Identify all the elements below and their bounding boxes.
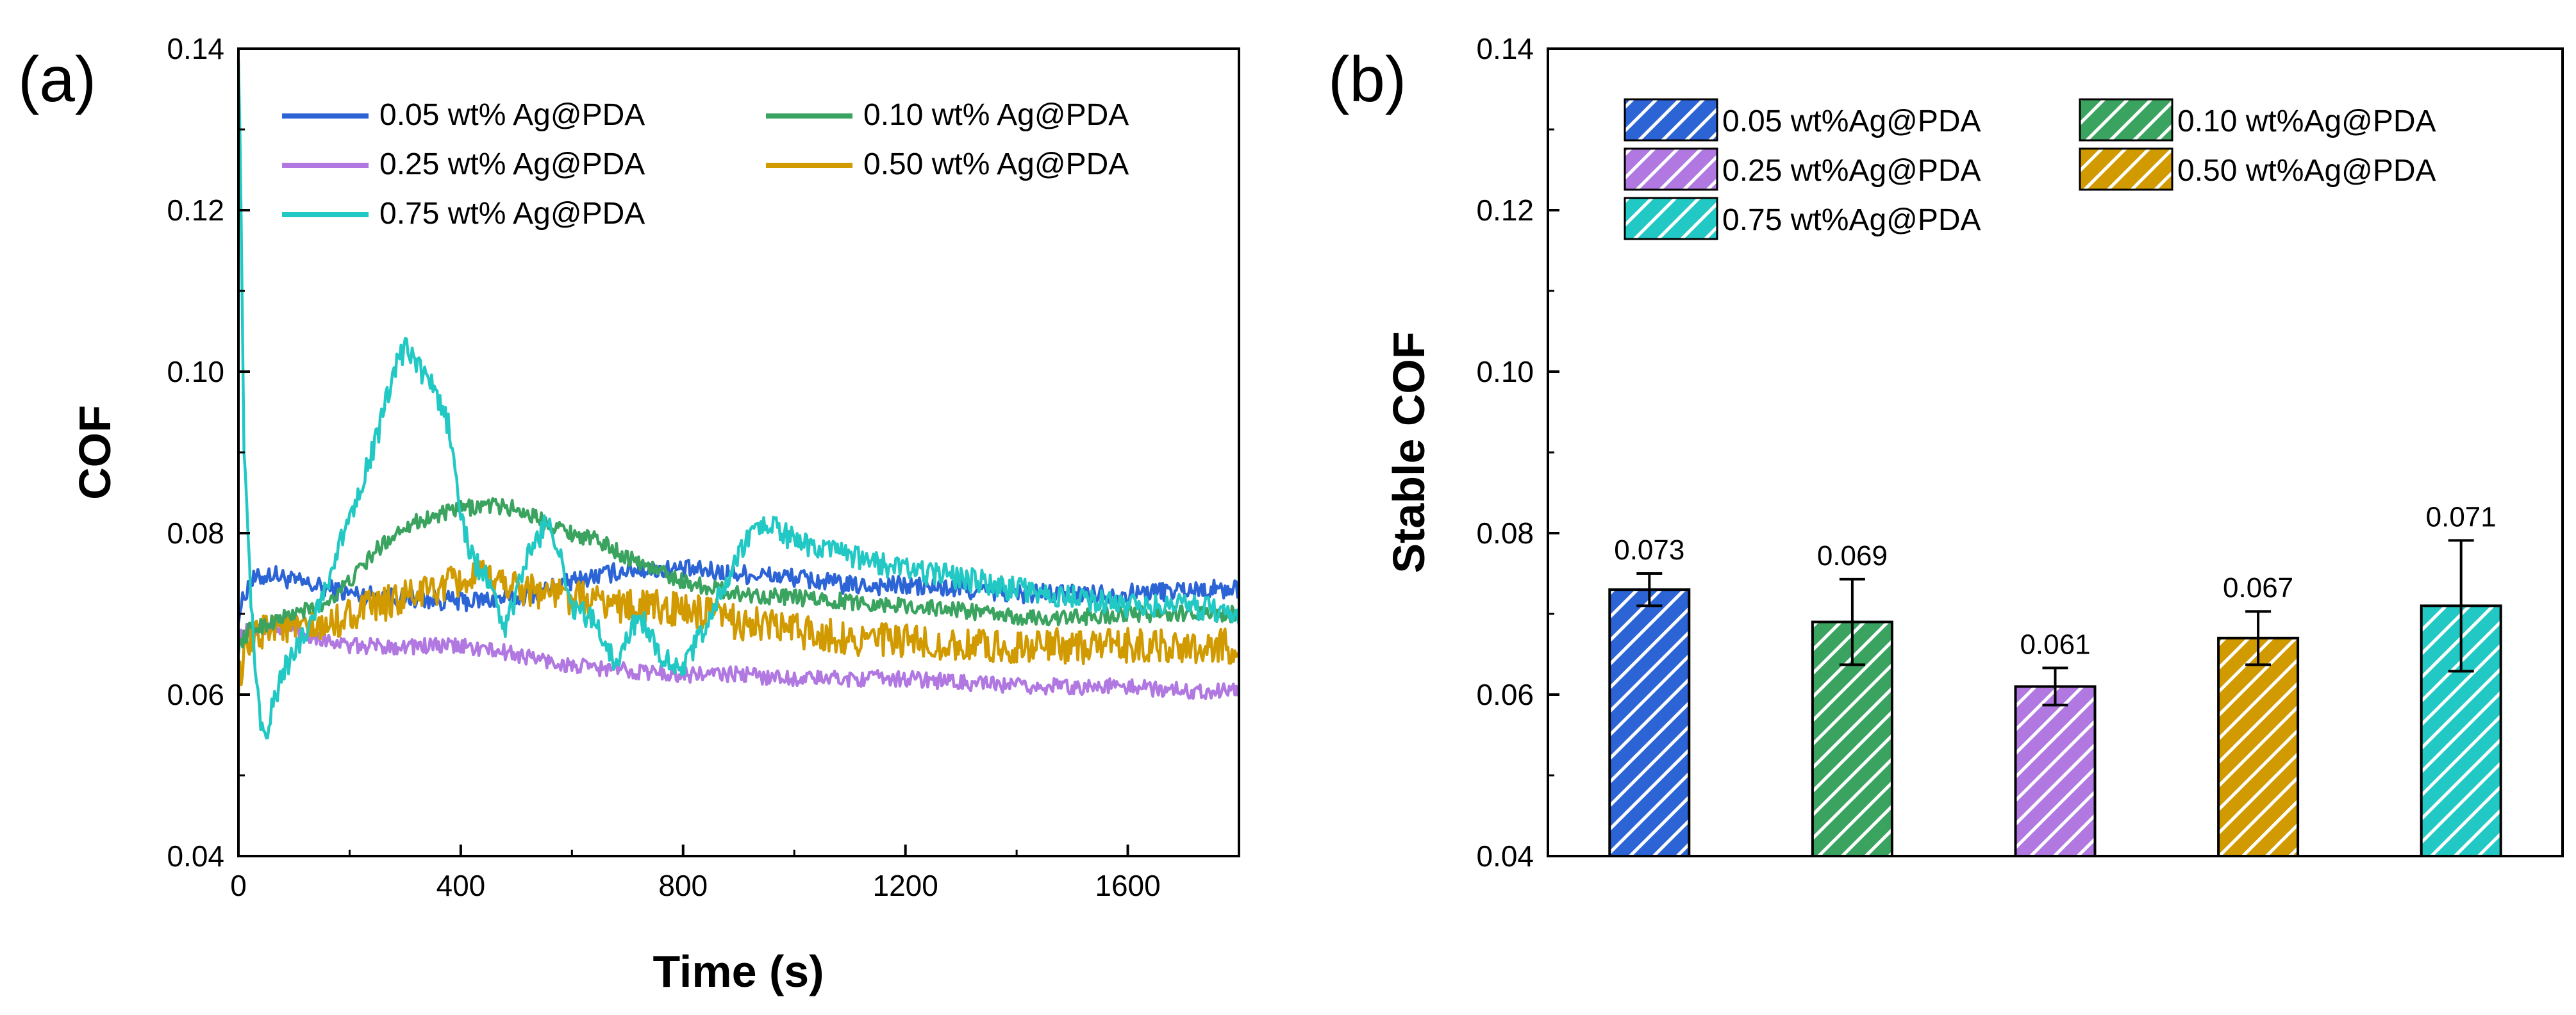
panel-a-x-tick-label: 1600: [1095, 869, 1160, 902]
panel-b-label: (b): [1328, 44, 1406, 115]
panel-a-x-tick-label: 1200: [872, 869, 938, 902]
panel-b-legend-label: 0.75 wt%Ag@PDA: [1722, 203, 1981, 237]
panel-a-x-tick-label: 400: [436, 869, 486, 902]
panel-b-y-tick-label: 0.14: [1476, 32, 1534, 65]
panel-b-value-label: 0.071: [2426, 501, 2497, 532]
panel-a-legend-label: 0.50 wt% Ag@PDA: [863, 147, 1129, 181]
panel-b-legend-label: 0.10 wt%Ag@PDA: [2177, 104, 2436, 138]
panel-a-series: [237, 60, 1241, 739]
panel-a-x-axis-title: Time (s): [652, 946, 824, 996]
panel-a-ticks: 0 400 800 1200 1600 0.04 0.06 0.08 0.10 0.12 0.14: [167, 32, 1160, 902]
panel-a-legend-label: 0.25 wt% Ag@PDA: [379, 147, 645, 181]
panel-b-legend: 0.05 wt%Ag@PDA 0.10 wt%Ag@PDA 0.25 wt%Ag@P…: [1624, 98, 2436, 240]
panel-b-legend-swatch: [2079, 98, 2173, 142]
panel-a-label: (a): [18, 44, 96, 115]
panel-b-legend-label: 0.25 wt%Ag@PDA: [1722, 154, 1981, 188]
panel-a-x-tick-label: 800: [658, 869, 708, 902]
panel-a-series-line-2: [237, 497, 1241, 654]
panel-a-y-tick-label: 0.06: [167, 678, 224, 711]
panel-a-legend: 0.05 wt% Ag@PDA 0.10 wt% Ag@PDA 0.25 wt% A…: [282, 98, 1129, 231]
panel-a-series-line-5: [237, 60, 1241, 739]
panel-b-y-tick-label: 0.06: [1476, 678, 1534, 711]
panel-a-y-tick-label: 0.10: [167, 355, 224, 388]
panel-b-legend-label: 0.05 wt%Ag@PDA: [1722, 104, 1981, 138]
panel-b-bar-4: [2217, 636, 2300, 857]
panel-b-legend-label: 0.50 wt%Ag@PDA: [2177, 154, 2436, 188]
panel-b-y-tick-label: 0.08: [1476, 516, 1534, 550]
panel-b-value-label: 0.067: [2223, 572, 2293, 604]
panel-b-bar-3: [2014, 685, 2097, 858]
panel-b-legend-swatch: [2079, 147, 2173, 191]
panel-a-series-line-4: [237, 559, 1240, 695]
panel-b-y-tick-label: 0.04: [1476, 839, 1534, 873]
panel-b-legend-swatch: [1624, 197, 1718, 240]
panel-b-y-axis-title: Stable COF: [1384, 331, 1434, 573]
panel-a-y-tick-label: 0.14: [167, 32, 224, 65]
panel-a-series-line-3: [237, 618, 1241, 700]
panel-b-legend-swatch: [1624, 147, 1718, 191]
panel-b-bar-1: [1608, 588, 1691, 857]
panel-b-value-label: 0.069: [1817, 540, 1888, 572]
panel-b-bars: 0.073 0.069 0.061 0.067 0.071: [1608, 501, 2502, 858]
panel-a-x-tick-label: 0: [230, 869, 247, 902]
panel-a-legend-label: 0.05 wt% Ag@PDA: [379, 98, 645, 132]
panel-b-ticks: 0.04 0.06 0.08 0.10 0.12 0.14: [1476, 32, 1559, 873]
panel-a-legend-label: 0.75 wt% Ag@PDA: [379, 197, 645, 231]
panel-a-y-tick-label: 0.08: [167, 516, 224, 550]
panel-b-legend-swatch: [1624, 98, 1718, 142]
panel-a-y-axis-title: COF: [70, 405, 120, 500]
panel-a-legend-label: 0.10 wt% Ag@PDA: [863, 98, 1129, 132]
panel-a-y-tick-label: 0.12: [167, 194, 224, 227]
panel-b-y-tick-label: 0.12: [1476, 194, 1534, 227]
panel-a-y-tick-label: 0.04: [167, 839, 224, 873]
panel-a: (a) 0 400 800 1200 16000.040.060.080.100.120…: [18, 32, 1241, 996]
panel-b-y-tick-label: 0.10: [1476, 355, 1534, 388]
panel-b-value-label: 0.061: [2020, 629, 2090, 660]
panel-b-value-label: 0.073: [1614, 534, 1684, 566]
